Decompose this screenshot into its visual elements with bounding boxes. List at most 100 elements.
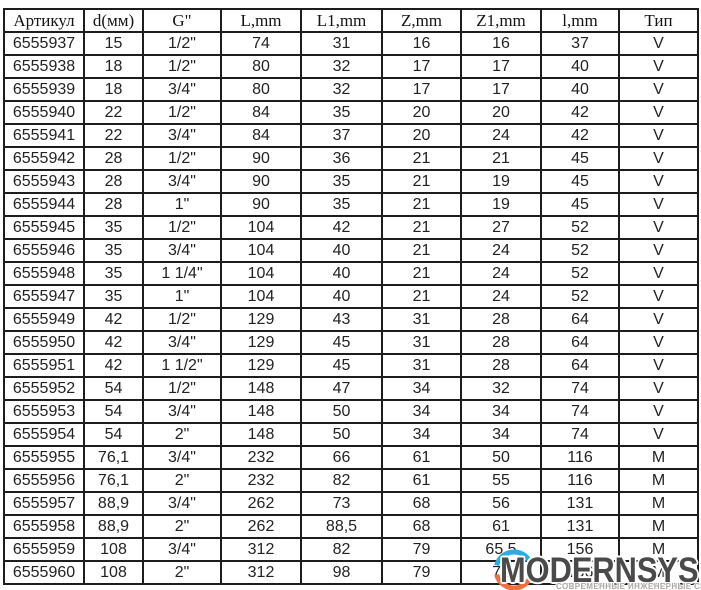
- table-cell: 1": [142, 192, 222, 217]
- table-row: 6555941 22 3/4" 84 37 20 24 42 V: [3, 123, 699, 148]
- table-cell: 131: [540, 514, 620, 539]
- table-cell: 79: [381, 537, 462, 562]
- table-cell: 35: [83, 238, 144, 263]
- table-cell: 24: [460, 284, 542, 309]
- table-cell: 24: [460, 123, 542, 148]
- table-cell: 108: [83, 537, 144, 562]
- table-cell: 74: [540, 422, 620, 447]
- table-cell: 43: [300, 307, 383, 332]
- col-header-d-mm: d(мм): [83, 8, 144, 33]
- col-header-article: Артикул: [3, 8, 85, 33]
- table-cell: 35: [300, 192, 383, 217]
- table-cell: 55: [460, 468, 542, 493]
- table-cell: 262: [220, 514, 302, 539]
- table-cell: 104: [220, 261, 302, 286]
- table-row: 6555952 54 1/2" 148 47 34 32 74 V: [3, 376, 699, 401]
- table-cell: 17: [381, 77, 462, 102]
- col-header-z-mm: Z,mm: [381, 8, 462, 33]
- table-cell: 20: [460, 100, 542, 125]
- table-cell: 116: [540, 468, 620, 493]
- table-cell: 20: [381, 100, 462, 125]
- table-cell: 15: [83, 31, 144, 56]
- table-cell: 21: [381, 192, 462, 217]
- table-cell: 80: [220, 54, 302, 79]
- table-row: 6555956 76,1 2" 232 82 61 55 116 M: [3, 468, 699, 493]
- table-row: 6555959 108 3/4" 312 82 79 65,5 156 M: [3, 537, 699, 562]
- table-cell: V: [618, 399, 699, 424]
- table-cell: 80: [220, 77, 302, 102]
- table-row: 6555948 35 1 1/4" 104 40 21 24 52 V: [3, 261, 699, 286]
- table-cell: 42: [83, 307, 144, 332]
- table-cell: 35: [83, 215, 144, 240]
- table-cell: 6555937: [3, 31, 85, 56]
- table-cell: 6555938: [3, 54, 85, 79]
- table-cell: 47: [300, 376, 383, 401]
- table-cell: 28: [83, 192, 144, 217]
- table-cell: 82: [300, 537, 383, 562]
- table-cell: 312: [220, 537, 302, 562]
- table-cell: 42: [83, 353, 144, 378]
- table-cell: 31: [300, 31, 383, 56]
- table-cell: 21: [460, 146, 542, 171]
- table-cell: 50: [300, 399, 383, 424]
- table-cell: 52: [540, 261, 620, 286]
- table-cell: 31: [381, 307, 462, 332]
- table-row: 6555951 42 1 1/2" 129 45 31 28 64 V: [3, 353, 699, 378]
- table-cell: 76,1: [83, 468, 144, 493]
- table-cell: 68: [381, 514, 462, 539]
- table-cell: 52: [540, 238, 620, 263]
- table-cell: 6555955: [3, 445, 85, 470]
- table-cell: 148: [220, 399, 302, 424]
- header-row: Артикул d(мм) G" L,mm L1,mm Z,mm Z1,mm l…: [3, 8, 699, 33]
- table-cell: 1/2": [142, 100, 222, 125]
- table-cell: 3/4": [142, 123, 222, 148]
- table-cell: 6555949: [3, 307, 85, 332]
- table-cell: 6555945: [3, 215, 85, 240]
- table-cell: 28: [460, 307, 542, 332]
- table-cell: 79: [381, 560, 462, 585]
- table-row: 6555937 15 1/2" 74 31 16 16 37 V: [3, 31, 699, 56]
- table-cell: M: [618, 514, 699, 539]
- table-row: 6555943 28 3/4" 90 35 21 19 45 V: [3, 169, 699, 194]
- table-cell: 42: [83, 330, 144, 355]
- table-cell: 90: [220, 169, 302, 194]
- table-cell: 34: [381, 376, 462, 401]
- table-cell: 45: [300, 353, 383, 378]
- table-cell: 116: [540, 445, 620, 470]
- table-cell: 262: [220, 491, 302, 516]
- table-cell: 6555960: [3, 560, 85, 585]
- table-cell: V: [618, 100, 699, 125]
- table-cell: 1/2": [142, 307, 222, 332]
- table-cell: 21: [381, 284, 462, 309]
- table-cell: 6555942: [3, 146, 85, 171]
- table-cell: V: [618, 284, 699, 309]
- table-cell: 40: [300, 261, 383, 286]
- table-cell: 56: [460, 491, 542, 516]
- table-cell: 64: [540, 353, 620, 378]
- table-cell: 16: [381, 31, 462, 56]
- table-cell: 104: [220, 238, 302, 263]
- table-cell: 74: [540, 399, 620, 424]
- table-row: 6555955 76,1 3/4" 232 66 61 50 116 M: [3, 445, 699, 470]
- table-cell: V: [618, 146, 699, 171]
- table-cell: 28: [83, 169, 144, 194]
- table-cell: 1/2": [142, 215, 222, 240]
- table-header: Артикул d(мм) G" L,mm L1,mm Z,mm Z1,mm l…: [3, 8, 699, 33]
- table-cell: 61: [381, 468, 462, 493]
- table-cell: V: [618, 330, 699, 355]
- table-cell: 6555947: [3, 284, 85, 309]
- table-cell: 6555953: [3, 399, 85, 424]
- table-cell: 6555959: [3, 537, 85, 562]
- table-cell: 6555952: [3, 376, 85, 401]
- table-cell: 71: [460, 560, 542, 585]
- table-row: 6555944 28 1" 90 35 21 19 45 V: [3, 192, 699, 217]
- table-cell: 17: [381, 54, 462, 79]
- table-cell: 74: [540, 376, 620, 401]
- table-cell: 52: [540, 215, 620, 240]
- table-cell: M: [618, 560, 699, 585]
- table-cell: 3/4": [142, 169, 222, 194]
- col-header-l1-mm: L1,mm: [300, 8, 383, 33]
- table-cell: 129: [220, 330, 302, 355]
- table-cell: 90: [220, 146, 302, 171]
- table-row: 6555957 88,9 3/4" 262 73 68 56 131 M: [3, 491, 699, 516]
